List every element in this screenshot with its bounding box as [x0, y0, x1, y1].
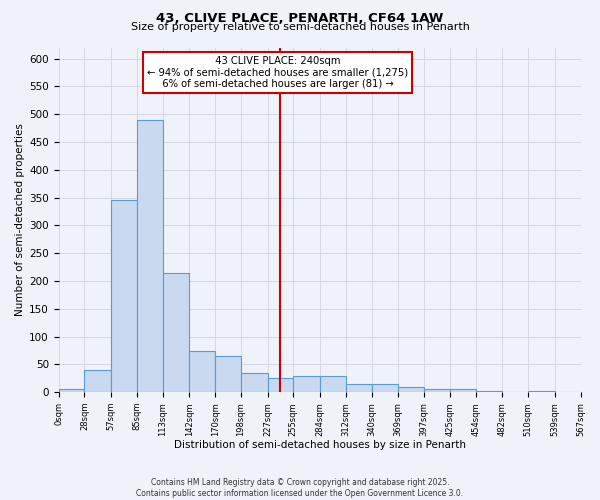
Bar: [163, 272, 190, 392]
X-axis label: Distribution of semi-detached houses by size in Penarth: Distribution of semi-detached houses by …: [173, 440, 466, 450]
Bar: [293, 376, 320, 392]
Bar: [137, 120, 163, 392]
Bar: [320, 376, 346, 392]
Text: Contains HM Land Registry data © Crown copyright and database right 2025.
Contai: Contains HM Land Registry data © Crown c…: [136, 478, 464, 498]
Bar: [476, 391, 502, 392]
Bar: [398, 386, 424, 392]
Bar: [215, 356, 241, 392]
Bar: [450, 390, 476, 392]
Bar: [85, 370, 111, 392]
Text: 43, CLIVE PLACE, PENARTH, CF64 1AW: 43, CLIVE PLACE, PENARTH, CF64 1AW: [157, 12, 443, 26]
Bar: [59, 390, 85, 392]
Bar: [241, 373, 268, 392]
Text: Size of property relative to semi-detached houses in Penarth: Size of property relative to semi-detach…: [131, 22, 469, 32]
Bar: [190, 350, 215, 392]
Bar: [111, 200, 137, 392]
Bar: [346, 384, 371, 392]
Bar: [268, 378, 293, 392]
Bar: [424, 390, 450, 392]
Bar: [371, 384, 398, 392]
Y-axis label: Number of semi-detached properties: Number of semi-detached properties: [15, 124, 25, 316]
Bar: [528, 391, 555, 392]
Text: 43 CLIVE PLACE: 240sqm  
← 94% of semi-detached houses are smaller (1,275)
  6% : 43 CLIVE PLACE: 240sqm ← 94% of semi-det…: [147, 56, 409, 90]
